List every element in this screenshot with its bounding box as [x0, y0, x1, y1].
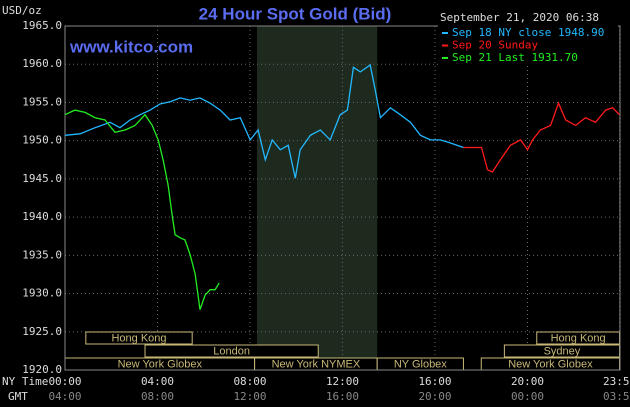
x-tick-label: 00:00 [48, 375, 81, 388]
session-label: New York NYMEX [272, 358, 361, 370]
y-tick-label: 1945.0 [22, 172, 62, 185]
highlight-band [256, 26, 378, 370]
x2-tick-label: 20:00 [418, 390, 451, 403]
session-label: New York Globex [508, 358, 593, 370]
session-label: New York Globex [118, 358, 203, 370]
session-label: NY Globex [394, 358, 447, 370]
x2-tick-label: 00:00 [511, 390, 544, 403]
y-tick-label: 1965.0 [22, 19, 62, 32]
chart-title: 24 Hour Spot Gold (Bid) [199, 4, 392, 23]
x-tick-label: 04:00 [141, 375, 174, 388]
session-box [144, 344, 319, 358]
x-tick-label: 12:00 [326, 375, 359, 388]
timestamp: September 21, 2020 06:38 [440, 11, 599, 24]
price-line [463, 101, 620, 173]
y-tick-label: 1920.0 [22, 363, 62, 376]
y-tick-label: 1960.0 [22, 57, 62, 70]
session-label: London [213, 345, 250, 357]
watermark: www.kitco.com [69, 37, 193, 56]
x-tick-label: 20:00 [511, 375, 544, 388]
legend-box [438, 25, 618, 65]
y-tick-label: 1930.0 [22, 287, 62, 300]
price-line [64, 63, 464, 179]
x-tick-label: 23:59 [603, 375, 630, 388]
row-label: NY Time [2, 375, 48, 388]
y-tick-label: 1940.0 [22, 210, 62, 223]
x2-tick-label: 03:59 [603, 390, 630, 403]
x2-tick-label: 12:00 [233, 390, 266, 403]
legend-label: Sep 20 Sunday [452, 39, 538, 52]
x2-tick-label: 16:00 [326, 390, 359, 403]
session-label: Hong Kong [111, 332, 166, 344]
plot-frame [64, 25, 621, 371]
legend-label: Sep 18 NY close 1948.90 [452, 26, 604, 39]
legend-label: Sep 21 Last 1931.70 [452, 51, 578, 64]
session-label: Sydney [544, 345, 581, 357]
row-label: GMT [8, 390, 28, 403]
x-tick-label: 08:00 [233, 375, 266, 388]
price-line [64, 109, 220, 310]
session-label: Hong Kong [551, 332, 606, 344]
x-tick-label: 16:00 [418, 375, 451, 388]
y-tick-label: 1955.0 [22, 95, 62, 108]
x2-tick-label: 08:00 [141, 390, 174, 403]
y-tick-label: 1935.0 [22, 248, 62, 261]
y-axis-label: USD/oz [2, 4, 42, 17]
y-tick-label: 1925.0 [22, 325, 62, 338]
session-box [85, 331, 193, 345]
x2-tick-label: 04:00 [48, 390, 81, 403]
y-tick-label: 1950.0 [22, 134, 62, 147]
